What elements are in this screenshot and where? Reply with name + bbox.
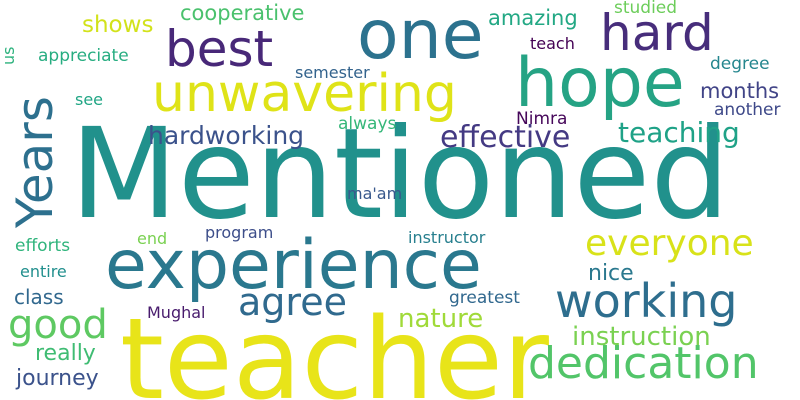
- word-always: always: [338, 114, 397, 134]
- word-semester: semester: [295, 63, 370, 82]
- word-teacher: teacher: [120, 295, 549, 400]
- word-teaching: teaching: [618, 116, 740, 149]
- word-instructor: instructor: [408, 228, 486, 247]
- word-amazing: amazing: [488, 6, 578, 30]
- word-another: another: [714, 100, 781, 120]
- word-mughal: Mughal: [147, 303, 206, 322]
- word-unwavering: unwavering: [152, 64, 457, 124]
- word-years: Years: [6, 96, 64, 228]
- word-shows: shows: [82, 12, 154, 38]
- word-working: working: [555, 274, 738, 328]
- word-appreciate: appreciate: [38, 46, 129, 66]
- word-months: months: [700, 79, 780, 103]
- word-journey: journey: [16, 366, 99, 391]
- word-efforts: efforts: [15, 236, 71, 256]
- word-best: best: [165, 20, 274, 78]
- word-nice: nice: [588, 261, 634, 286]
- word-teach: teach: [530, 34, 575, 53]
- word-greatest: greatest: [449, 288, 520, 308]
- word-hardworking: hardworking: [148, 121, 305, 150]
- word-hard: hard: [600, 4, 714, 62]
- word-studied: studied: [614, 0, 678, 18]
- word-effective: effective: [440, 120, 571, 155]
- word-hope: hope: [515, 44, 685, 123]
- word-cooperative: cooperative: [180, 1, 305, 25]
- word-us: us: [0, 46, 18, 65]
- word-one: one: [357, 0, 484, 75]
- word-nimra: Nimra: [516, 109, 568, 129]
- word-good: good: [8, 302, 108, 348]
- word-see: see: [75, 90, 104, 109]
- word-experience: experience: [105, 226, 482, 305]
- word-really: really: [35, 341, 96, 366]
- word-nature: nature: [398, 304, 484, 334]
- word-dedication: dedication: [528, 338, 759, 389]
- word-degree: degree: [710, 54, 770, 74]
- word-mentioned: Mentioned: [70, 102, 730, 247]
- word-class: class: [14, 285, 64, 309]
- word-instruction: instruction: [572, 322, 711, 352]
- word-program: program: [205, 223, 274, 242]
- word-maam: ma'am: [347, 184, 403, 203]
- word-agree: agree: [238, 280, 347, 324]
- word-entire: entire: [20, 262, 67, 281]
- word-everyone: everyone: [585, 223, 754, 264]
- word-end: end: [137, 229, 168, 248]
